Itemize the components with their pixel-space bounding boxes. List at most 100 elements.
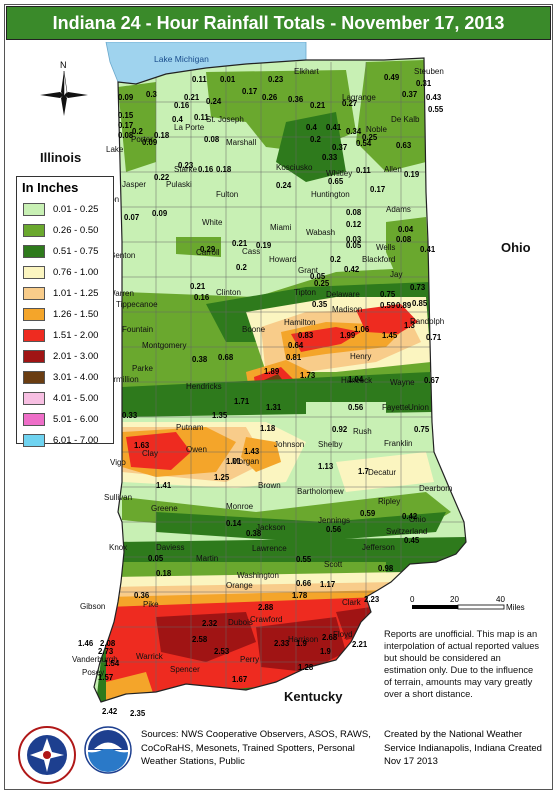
- county-label: Adams: [386, 205, 411, 214]
- county-label: Parke: [132, 364, 153, 373]
- county-label: St. Joseph: [206, 115, 244, 124]
- rainfall-value: 0.83: [298, 331, 314, 340]
- rainfall-value: 0.05: [310, 272, 326, 281]
- county-label: Clay: [142, 449, 158, 458]
- county-label: Clark: [342, 598, 362, 607]
- rainfall-value: 1.45: [382, 331, 398, 340]
- rainfall-value: 0.59: [360, 509, 376, 518]
- rainfall-value: 1.31: [266, 403, 282, 412]
- rainfall-value: 0.08: [396, 235, 412, 244]
- rainfall-value: 0.08: [204, 135, 220, 144]
- rainfall-value: 1.57: [98, 673, 113, 682]
- rainfall-value: 0.24: [206, 97, 222, 106]
- legend-label: 1.26 - 1.50: [53, 309, 99, 320]
- county-label: Hamilton: [284, 318, 316, 327]
- rainfall-value: 0.59: [380, 301, 396, 310]
- rainfall-value: 2.88: [258, 603, 274, 612]
- rainfall-value: 0.17: [118, 121, 133, 130]
- rainfall-value: 0.2: [330, 255, 342, 264]
- county-label: Steuben: [414, 67, 444, 76]
- county-label: Benton: [110, 251, 135, 260]
- county-label: Vanderburgh: [72, 655, 118, 664]
- legend-title: In Inches: [22, 180, 79, 195]
- county-label: Jackson: [256, 523, 285, 532]
- rainfall-value: 0.56: [326, 525, 342, 534]
- county-label: Carroll: [196, 248, 220, 257]
- rainfall-value: 0.17: [242, 87, 257, 96]
- scale-unit: Miles: [506, 603, 525, 612]
- county-label: Ohio: [409, 515, 426, 524]
- rainfall-value: 0.11: [356, 166, 371, 175]
- county-label: Dubois: [228, 618, 253, 627]
- legend-swatch: [23, 266, 45, 279]
- rainfall-value: 0.85: [412, 299, 428, 308]
- rainfall-value: 0.05: [148, 554, 164, 563]
- rainfall-value: 0.81: [286, 353, 302, 362]
- rainfall-value: 0.26: [262, 93, 278, 102]
- rainfall-value: 0.4: [306, 123, 318, 132]
- legend-item: 2.01 - 3.00: [17, 346, 113, 367]
- rainfall-value: 0.09: [152, 209, 168, 218]
- rainfall-value: 0.64: [288, 341, 304, 350]
- county-label: Grant: [298, 266, 319, 275]
- county-label: Orange: [226, 581, 253, 590]
- rainfall-value: 0.19: [404, 170, 420, 179]
- county-label: Tipton: [294, 288, 316, 297]
- rainfall-value: 0.33: [122, 411, 138, 420]
- county-label: Madison: [332, 305, 362, 314]
- rainfall-value: 0.33: [322, 153, 338, 162]
- lake-label: Lake Michigan: [154, 54, 209, 64]
- county-label: Wayne: [390, 378, 415, 387]
- rainfall-value: 1.25: [214, 473, 230, 482]
- rainfall-value: 1.54: [104, 659, 120, 668]
- legend-swatch: [23, 308, 45, 321]
- rainfall-value: 0.3: [146, 90, 158, 99]
- rainfall-value: 0.56: [348, 403, 364, 412]
- county-label: Hancock: [341, 376, 373, 385]
- county-label: Jasper: [122, 180, 146, 189]
- legend-swatch: [23, 434, 45, 447]
- county-label: Hendricks: [186, 382, 222, 391]
- rainfall-value: 1.9: [296, 639, 308, 648]
- page-title: Indiana 24 - Hour Rainfall Totals - Nove…: [52, 13, 505, 33]
- rainfall-value: 0.92: [332, 425, 348, 434]
- county-label: Warren: [108, 289, 134, 298]
- rainfall-value: 1.73: [300, 371, 316, 380]
- rainfall-value: 0.08: [118, 131, 134, 140]
- county-label: Starke: [174, 165, 198, 174]
- rainfall-value: 0.19: [256, 241, 272, 250]
- created-text: Created by the National Weather Service …: [384, 729, 542, 767]
- rainfall-value: 0.37: [332, 143, 347, 152]
- rainfall-value: 1.9: [320, 647, 332, 656]
- legend-label: 6.01 - 7.00: [53, 435, 99, 446]
- rainfall-value: 0.16: [194, 293, 210, 302]
- rainfall-value: 0.67: [424, 376, 439, 385]
- legend-swatch: [23, 203, 45, 216]
- county-label: Posey: [82, 668, 104, 677]
- scale-tick-20: 20: [450, 595, 459, 604]
- rainfall-value: 0.41: [326, 123, 342, 132]
- rainfall-value: 0.21: [232, 239, 248, 248]
- legend-swatch: [23, 371, 45, 384]
- rainfall-value: 0.36: [134, 591, 150, 600]
- rainfall-value: 0.18: [154, 131, 170, 140]
- county-label: Montgomery: [142, 341, 186, 350]
- rainfall-value: 0.71: [426, 333, 442, 342]
- rainfall-value: 1.01: [226, 457, 242, 466]
- rainfall-value: 0.55: [296, 555, 312, 564]
- legend-swatch: [23, 350, 45, 363]
- county-label: Huntington: [311, 190, 350, 199]
- legend-item: 0.51 - 0.75: [17, 241, 113, 262]
- rainfall-value: 0.42: [402, 512, 418, 521]
- rainfall-value: 0.49: [384, 73, 400, 82]
- county-label: Morgan: [232, 457, 259, 466]
- legend: In Inches 0.01 - 0.25 0.26 - 0.50 0.51 - 0…: [16, 176, 114, 447]
- legend-item: 1.26 - 1.50: [17, 304, 113, 325]
- disclaimer-text: Reports are unofficial. This map is an i…: [384, 629, 540, 699]
- legend-label: 0.26 - 0.50: [53, 225, 99, 236]
- rainfall-value: 2.53: [214, 647, 230, 656]
- county-label: Ripley: [378, 497, 400, 506]
- county-label: Pulaski: [166, 180, 192, 189]
- county-label: Blackford: [362, 255, 395, 264]
- scale-bar-svg: 0 20 40 Miles: [410, 595, 525, 612]
